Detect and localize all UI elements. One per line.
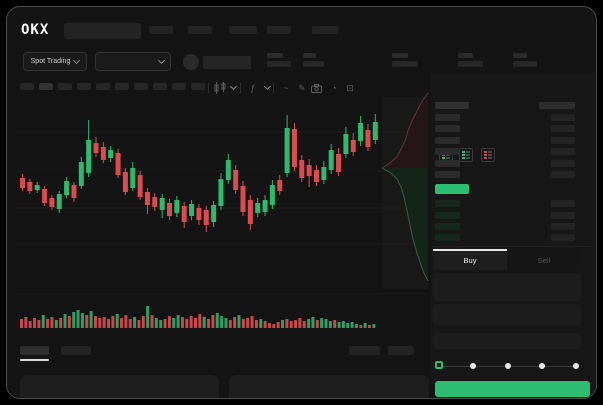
stat-label-placeholder bbox=[392, 53, 408, 58]
bid-row-amount bbox=[551, 223, 575, 230]
bid-row-price bbox=[435, 234, 460, 241]
pair-selector[interactable] bbox=[95, 52, 171, 71]
ask-row-amount bbox=[551, 125, 575, 132]
app-window: OKX Spot Trading ƒ ~ ✎ ◔ ⊡ bbox=[6, 6, 597, 399]
bid-row-amount bbox=[551, 212, 575, 219]
nav-item[interactable] bbox=[229, 26, 257, 34]
fullscreen-icon[interactable]: ⊡ bbox=[346, 83, 354, 93]
timeframe-button[interactable] bbox=[191, 83, 205, 90]
stat-label-placeholder bbox=[513, 53, 527, 58]
bid-row-price bbox=[435, 223, 460, 230]
indicator-icon[interactable]: ƒ bbox=[250, 83, 256, 93]
line-tools-icon[interactable]: ~ bbox=[283, 83, 289, 93]
market-type-label: Spot Trading bbox=[30, 58, 71, 65]
nav-item[interactable] bbox=[312, 26, 338, 34]
buy-tab-label: Buy bbox=[463, 256, 477, 265]
camera-icon[interactable] bbox=[311, 84, 322, 93]
stat-label-placeholder bbox=[458, 53, 473, 58]
total-input[interactable] bbox=[433, 333, 581, 349]
market-type-selector[interactable]: Spot Trading bbox=[23, 52, 87, 71]
book-bids-icon[interactable] bbox=[459, 148, 473, 162]
tab-buy[interactable]: Buy bbox=[433, 249, 507, 270]
slider-handle[interactable] bbox=[435, 361, 443, 369]
search-input[interactable] bbox=[64, 23, 141, 39]
stat-label-placeholder bbox=[303, 53, 316, 58]
ask-row-amount bbox=[551, 114, 575, 121]
draw-icon[interactable]: ✎ bbox=[298, 83, 306, 93]
order-history-panel[interactable] bbox=[229, 375, 429, 398]
candles-icon[interactable] bbox=[213, 82, 227, 94]
timeframe-button[interactable] bbox=[153, 83, 167, 90]
timeframe-button[interactable] bbox=[172, 83, 186, 90]
ask-row-price bbox=[435, 125, 460, 132]
amount-input[interactable] bbox=[433, 304, 581, 326]
stat-value-placeholder bbox=[513, 61, 537, 67]
bottom-tab-action[interactable] bbox=[388, 346, 414, 355]
bid-row-price bbox=[435, 212, 460, 219]
last-price-highlight[interactable] bbox=[435, 184, 469, 194]
timeframe-button[interactable] bbox=[115, 83, 129, 90]
trade-sidebar: Buy Sell bbox=[431, 73, 596, 398]
timeframe-button[interactable] bbox=[96, 83, 110, 90]
buy-button[interactable] bbox=[435, 381, 590, 397]
tab-sell[interactable]: Sell bbox=[507, 249, 581, 270]
pair-name-placeholder bbox=[203, 56, 251, 69]
price-input[interactable] bbox=[433, 273, 581, 301]
nav-item[interactable] bbox=[149, 26, 173, 34]
ask-row-price bbox=[435, 148, 460, 155]
ask-row-amount bbox=[539, 102, 575, 109]
bid-row-amount bbox=[551, 234, 575, 241]
stat-label-placeholder bbox=[267, 53, 283, 58]
ask-row-price bbox=[435, 114, 460, 121]
timeframe-button[interactable] bbox=[58, 83, 72, 90]
stat-value-placeholder bbox=[303, 61, 324, 67]
ask-row-amount bbox=[551, 148, 575, 155]
bottom-tab[interactable] bbox=[20, 346, 49, 355]
ask-row-price bbox=[435, 137, 460, 144]
coin-avatar bbox=[183, 54, 199, 70]
okx-logo[interactable]: OKX bbox=[21, 22, 50, 38]
slider-stop[interactable] bbox=[504, 363, 511, 369]
ask-row-price bbox=[435, 171, 460, 178]
slider-stop[interactable] bbox=[538, 363, 545, 369]
ask-row-price bbox=[435, 160, 460, 167]
bid-row-price bbox=[435, 200, 460, 207]
stat-value-placeholder bbox=[392, 61, 418, 67]
open-orders-panel[interactable] bbox=[20, 375, 219, 398]
book-asks-icon[interactable] bbox=[481, 148, 495, 162]
stat-value-placeholder bbox=[458, 61, 483, 67]
slider-stop[interactable] bbox=[470, 363, 477, 369]
ask-row-amount bbox=[551, 160, 575, 167]
timeframe-button[interactable] bbox=[20, 83, 34, 90]
slider-stop[interactable] bbox=[573, 363, 579, 369]
nav-item[interactable] bbox=[188, 26, 212, 34]
ask-row-price bbox=[435, 102, 469, 109]
history-icon[interactable]: ◔ bbox=[331, 83, 337, 93]
ask-row-amount bbox=[551, 171, 575, 178]
bottom-tab-action[interactable] bbox=[349, 346, 380, 355]
active-tab-underline bbox=[20, 359, 49, 361]
bid-row-amount bbox=[551, 200, 575, 207]
timeframe-button[interactable] bbox=[134, 83, 148, 90]
sell-tab-label: Sell bbox=[537, 256, 551, 265]
order-side-tabs: Buy Sell bbox=[433, 249, 581, 270]
ask-row-amount bbox=[551, 137, 575, 144]
timeframe-button[interactable] bbox=[39, 83, 53, 90]
candlestick-chart[interactable] bbox=[7, 7, 431, 347]
nav-item[interactable] bbox=[267, 26, 291, 34]
stat-value-placeholder bbox=[267, 61, 291, 67]
timeframe-button[interactable] bbox=[77, 83, 91, 90]
bottom-tab[interactable] bbox=[61, 346, 91, 355]
